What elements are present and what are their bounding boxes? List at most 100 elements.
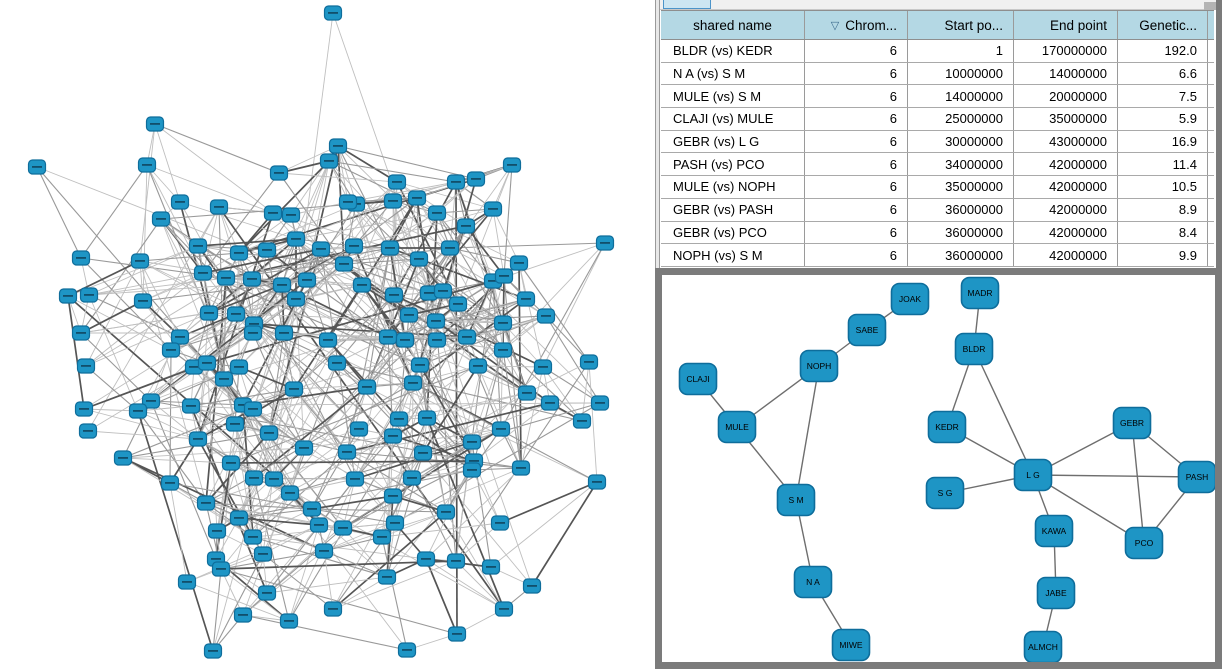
main-network-node[interactable] <box>511 460 531 476</box>
main-network-node[interactable] <box>257 585 277 601</box>
main-network-node[interactable] <box>145 116 165 132</box>
main-network-node[interactable] <box>413 445 433 461</box>
table-cell[interactable]: 42000000 <box>1014 153 1118 176</box>
main-network-node[interactable] <box>243 401 263 417</box>
main-network-node[interactable] <box>397 642 417 658</box>
main-network-node[interactable] <box>225 416 245 432</box>
main-network-node[interactable] <box>344 238 364 254</box>
table-cell[interactable]: 11.4 <box>1118 153 1208 176</box>
sub-network-node-kawa[interactable]: KAWA <box>1034 514 1074 548</box>
table-cell[interactable]: 30000000 <box>908 130 1014 153</box>
table-cell[interactable]: 16.9 <box>1118 130 1208 153</box>
main-network-node[interactable] <box>323 601 343 617</box>
main-network-node[interactable] <box>79 287 99 303</box>
table-cell[interactable]: 35000000 <box>1014 108 1118 130</box>
main-network-node[interactable] <box>440 240 460 256</box>
main-network-node[interactable] <box>74 401 94 417</box>
sub-network-node-kedr[interactable]: KEDR <box>927 410 967 444</box>
main-network-node[interactable] <box>76 358 96 374</box>
table-cell[interactable]: 6 <box>805 130 908 153</box>
main-network-node[interactable] <box>493 342 513 358</box>
main-network-node[interactable] <box>209 199 229 215</box>
sub-network-node-almch[interactable]: ALMCH <box>1023 630 1063 664</box>
main-network-node[interactable] <box>71 250 91 266</box>
table-cell[interactable]: 42000000 <box>1014 244 1118 266</box>
main-network-node[interactable] <box>314 543 334 559</box>
main-network-node[interactable] <box>516 291 536 307</box>
main-network-node[interactable] <box>372 529 392 545</box>
table-cell[interactable]: 43000000 <box>1014 130 1118 153</box>
main-network-node[interactable] <box>457 329 477 345</box>
main-network-node[interactable] <box>334 256 354 272</box>
table-cell[interactable]: 36000000 <box>908 221 1014 244</box>
sub-network-canvas[interactable]: JOAK MADR SABE BLDR NOPH CLAJI MULE KEDR GEBR L G… <box>662 275 1217 664</box>
table-cell[interactable]: NOPH (vs) S M <box>661 244 805 266</box>
main-network-node[interactable] <box>71 325 91 341</box>
column-header-shared-name[interactable]: shared name <box>661 11 805 39</box>
main-network-node[interactable] <box>436 504 456 520</box>
main-network-node[interactable] <box>387 174 407 190</box>
main-network-node[interactable] <box>319 153 339 169</box>
main-network-node[interactable] <box>264 471 284 487</box>
column-header-chrom---[interactable]: ▽ Chrom... <box>805 11 908 39</box>
main-network-node[interactable] <box>481 559 501 575</box>
main-network-node[interactable] <box>447 626 467 642</box>
main-network-node[interactable] <box>188 238 208 254</box>
main-network-node[interactable] <box>378 329 398 345</box>
sub-network-node-joak[interactable]: JOAK <box>890 282 930 316</box>
table-row[interactable]: MULE (vs) NOPH 6 35000000 42000000 10.5 <box>661 176 1214 199</box>
table-row[interactable]: MULE (vs) S M 6 14000000 20000000 7.5 <box>661 85 1214 109</box>
main-network-node[interactable] <box>536 308 556 324</box>
sub-network-node-bldr[interactable]: BLDR <box>954 332 994 366</box>
main-network-node[interactable] <box>311 241 331 257</box>
edge-attribute-table[interactable]: shared name ▽ Chrom... Start po... End point… <box>661 10 1214 268</box>
main-network-node[interactable] <box>58 288 78 304</box>
main-network-node[interactable] <box>141 393 161 409</box>
main-network-node[interactable] <box>494 268 514 284</box>
table-cell[interactable]: PASH (vs) PCO <box>661 153 805 176</box>
main-network-node[interactable] <box>229 359 249 375</box>
main-network-node[interactable] <box>491 421 511 437</box>
main-network-node[interactable] <box>177 574 197 590</box>
main-network-node[interactable] <box>243 325 263 341</box>
main-network-node[interactable] <box>426 313 446 329</box>
main-network-node[interactable] <box>188 431 208 447</box>
table-cell[interactable]: 42000000 <box>1014 198 1118 221</box>
sub-network-node-s-g[interactable]: S G <box>925 476 965 510</box>
main-network-node[interactable] <box>233 607 253 623</box>
main-network-node[interactable] <box>456 218 476 234</box>
sub-network-node-n-a[interactable]: N A <box>793 565 833 599</box>
main-network-node[interactable] <box>357 379 377 395</box>
main-network-node[interactable] <box>502 157 522 173</box>
table-row[interactable]: CLAJI (vs) MULE 6 25000000 35000000 5.9 <box>661 108 1214 131</box>
main-network-node[interactable] <box>468 358 488 374</box>
main-network-node[interactable] <box>389 411 409 427</box>
main-network-node[interactable] <box>383 193 403 209</box>
main-network-node[interactable] <box>383 488 403 504</box>
table-tab[interactable] <box>663 0 711 9</box>
main-network-node[interactable] <box>352 277 372 293</box>
table-cell[interactable]: 6 <box>805 198 908 221</box>
sub-network-node-mule[interactable]: MULE <box>717 410 757 444</box>
table-cell[interactable]: 9.9 <box>1118 244 1208 266</box>
main-network-canvas[interactable] <box>0 0 655 669</box>
main-network-node[interactable] <box>462 462 482 478</box>
table-cell[interactable]: 6 <box>805 62 908 85</box>
main-network-node[interactable] <box>466 171 486 187</box>
main-network-node[interactable] <box>229 245 249 261</box>
main-network-node[interactable] <box>137 157 157 173</box>
main-network-node[interactable] <box>327 355 347 371</box>
main-network-node[interactable] <box>281 207 301 223</box>
main-network-node[interactable] <box>383 428 403 444</box>
main-network-node[interactable] <box>244 470 264 486</box>
main-network-node[interactable] <box>446 553 466 569</box>
table-cell[interactable]: 6 <box>805 153 908 176</box>
main-network-node[interactable] <box>380 240 400 256</box>
table-cell[interactable]: GEBR (vs) L G <box>661 130 805 153</box>
main-network-node[interactable] <box>309 517 329 533</box>
main-network-node[interactable] <box>349 421 369 437</box>
main-network-node[interactable] <box>203 643 223 659</box>
table-cell[interactable]: MULE (vs) S M <box>661 85 805 108</box>
table-cell[interactable]: 20000000 <box>1014 85 1118 108</box>
main-network-node[interactable] <box>113 450 133 466</box>
